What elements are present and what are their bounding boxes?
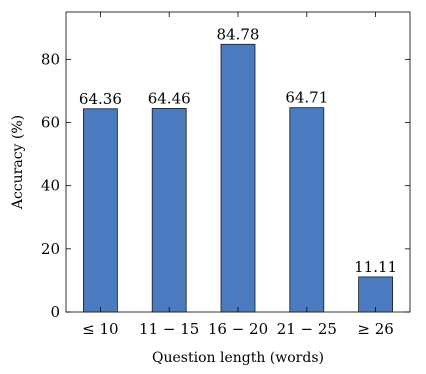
bar	[151, 108, 187, 313]
y-axis-label: Accuracy (%)	[10, 115, 26, 210]
bar	[358, 276, 394, 313]
bars: 64.36 64.46 84.78 64.71 11.11	[79, 25, 397, 313]
bar	[220, 43, 256, 313]
x-tick-label: 11 − 15	[139, 320, 199, 338]
y-axis: 0 20 40 60 80	[41, 50, 410, 321]
bar-value-label: 64.46	[148, 89, 191, 107]
y-tick-label: 40	[41, 177, 60, 195]
y-tick-label: 0	[50, 303, 60, 321]
bar-value-label: 84.78	[217, 25, 260, 43]
y-tick-label: 80	[41, 50, 60, 68]
y-tick-label: 60	[41, 114, 60, 132]
x-tick-label: ≤ 10	[82, 320, 118, 338]
bar	[289, 107, 325, 313]
bar-value-label: 11.11	[354, 258, 397, 276]
bar-value-label: 64.71	[285, 89, 328, 107]
x-tick-label: 16 − 20	[208, 320, 268, 338]
bar	[83, 108, 118, 313]
x-axis-label: Question length (words)	[152, 350, 324, 366]
y-tick-label: 20	[41, 240, 60, 258]
x-tick-label: 21 − 25	[277, 320, 337, 338]
x-axis: ≤ 10 11 − 15 16 − 20 21 − 25 ≥ 26	[82, 12, 394, 338]
bar-value-label: 64.36	[79, 90, 122, 108]
x-tick-label: ≥ 26	[357, 320, 393, 338]
